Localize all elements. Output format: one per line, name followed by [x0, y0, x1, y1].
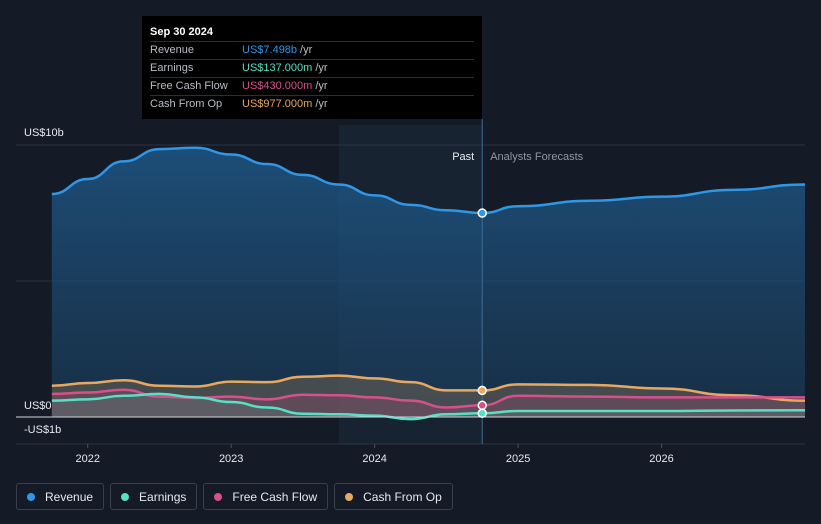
tooltip-value: US$977.000m	[242, 98, 313, 110]
tooltip-row-free-cash-flow: Free Cash Flow US$430.000m /yr	[150, 77, 474, 95]
earnings-line	[51, 392, 806, 421]
legend-label: Earnings	[139, 489, 187, 504]
tooltip-value: US$430.000m	[242, 80, 313, 92]
cash-from-op-line	[51, 374, 806, 402]
x-tick-label: 2024	[362, 453, 386, 465]
tooltip-unit: /yr	[300, 44, 313, 56]
free-cash-flow-line	[51, 388, 805, 409]
y-tick-label: US$0	[24, 400, 52, 412]
x-tick-label: 2022	[75, 453, 99, 465]
tooltip-unit: /yr	[315, 80, 328, 92]
x-tick-label: 2026	[649, 453, 673, 465]
tooltip-unit: /yr	[315, 98, 328, 110]
tooltip-label: Free Cash Flow	[150, 80, 228, 92]
x-tick-label: 2025	[506, 453, 530, 465]
tooltip-row-cash-from-op: Cash From Op US$977.000m /yr	[150, 95, 474, 113]
tooltip-value: US$137.000m	[242, 62, 313, 74]
legend-label: Revenue	[45, 489, 94, 504]
legend-dot-icon	[121, 492, 130, 501]
legend-label: Cash From Op	[363, 489, 442, 504]
legend-item-earnings[interactable]: Earnings	[110, 483, 198, 510]
tooltip-row-earnings: Earnings US$137.000m /yr	[150, 59, 474, 77]
cash-from-op-marker	[477, 385, 487, 396]
tooltip-row-revenue: Revenue US$7.498b /yr	[150, 41, 474, 59]
earnings-area	[51, 393, 805, 420]
earnings-marker	[477, 408, 487, 419]
past-label: Past	[452, 151, 474, 163]
legend-label: Free Cash Flow	[232, 489, 318, 504]
revenue-line	[51, 146, 806, 215]
legend-item-free-cash-flow[interactable]: Free Cash Flow	[203, 483, 329, 510]
free-cash-flow-marker	[477, 400, 487, 411]
legend-item-revenue[interactable]: Revenue	[16, 483, 105, 510]
tooltip-label: Earnings	[150, 62, 194, 74]
legend: Revenue Earnings Free Cash Flow Cash Fro…	[16, 483, 453, 510]
revenue-marker	[477, 208, 487, 218]
y-tick-label: US$10b	[24, 127, 64, 139]
legend-dot-icon	[214, 492, 223, 501]
legend-dot-icon	[345, 492, 354, 501]
tooltip: Sep 30 2024 Revenue US$7.498b /yr Earnin…	[142, 16, 482, 119]
tooltip-unit: /yr	[315, 62, 328, 74]
forecast-label: Analysts Forecasts	[490, 151, 583, 163]
tooltip-label: Revenue	[150, 44, 195, 56]
legend-dot-icon	[27, 492, 35, 501]
x-tick-label: 2023	[219, 453, 243, 465]
tooltip-value: US$7.498b	[242, 44, 298, 56]
legend-item-cash-from-op[interactable]: Cash From Op	[334, 483, 453, 510]
tooltip-label: Cash From Op	[150, 98, 223, 110]
revenue-area	[51, 147, 805, 417]
y-tick-label: -US$1b	[24, 424, 61, 436]
tooltip-date: Sep 30 2024	[150, 26, 213, 38]
